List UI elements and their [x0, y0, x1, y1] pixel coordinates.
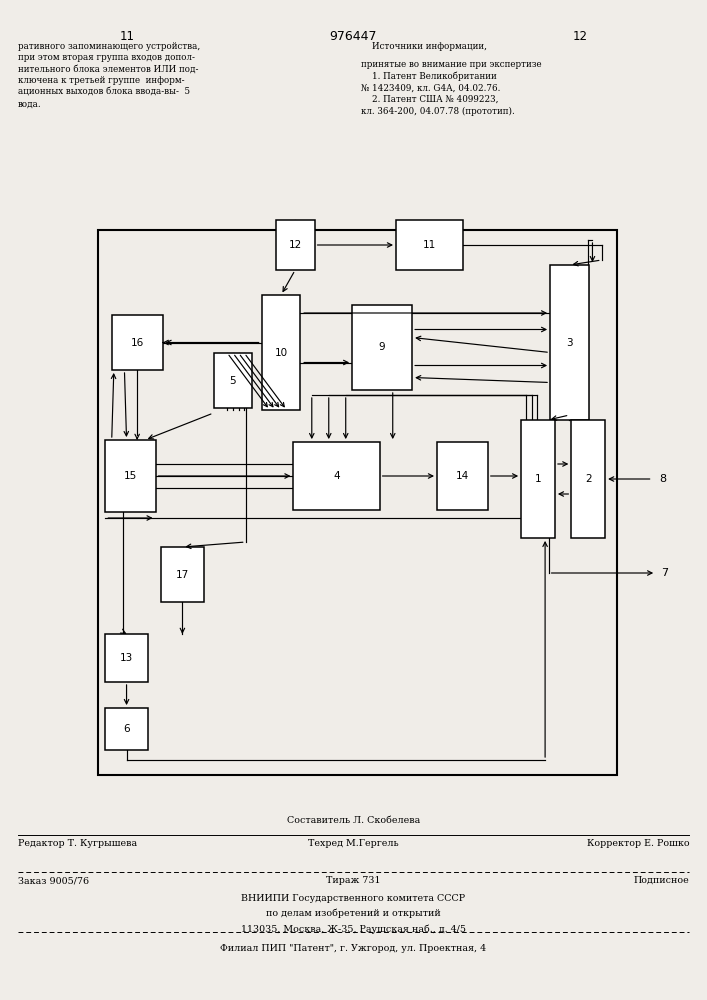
Bar [262, 295, 300, 410]
Text: 13: 13 [120, 653, 133, 663]
Bar [98, 230, 617, 775]
Bar [571, 420, 605, 538]
Text: 14: 14 [456, 471, 469, 481]
Text: 11: 11 [423, 240, 436, 250]
Text: 8: 8 [660, 474, 667, 484]
Text: 12: 12 [288, 240, 302, 250]
Bar [396, 220, 463, 270]
Text: 3: 3 [566, 338, 573, 348]
Text: Подписное: Подписное [633, 876, 689, 885]
Text: Источники информации,: Источники информации, [361, 42, 486, 51]
Text: Тираж 731: Тираж 731 [326, 876, 381, 885]
Text: 16: 16 [131, 338, 144, 348]
Text: 15: 15 [124, 471, 136, 481]
Text: принятые во внимание при экспертизе
    1. Патент Великобритании
№ 1423409, кл. : принятые во внимание при экспертизе 1. П… [361, 60, 541, 116]
Text: 7: 7 [661, 568, 668, 578]
Bar [105, 708, 148, 750]
Bar [521, 420, 555, 538]
Text: Филиал ПИП "Патент", г. Ужгород, ул. Проектная, 4: Филиал ПИП "Патент", г. Ужгород, ул. Про… [221, 944, 486, 953]
Text: 113035, Москва, Ж-35, Раушская наб., д. 4/5: 113035, Москва, Ж-35, Раушская наб., д. … [241, 924, 466, 934]
Bar [437, 442, 488, 510]
Text: 2: 2 [585, 474, 592, 484]
Text: 9: 9 [379, 342, 385, 353]
Text: 1: 1 [534, 474, 542, 484]
Bar [214, 353, 252, 408]
Text: Составитель Л. Скобелева: Составитель Л. Скобелева [287, 816, 420, 825]
Text: 4: 4 [333, 471, 340, 481]
Bar [550, 265, 589, 420]
Text: Техред М.Гергель: Техред М.Гергель [308, 839, 399, 848]
Bar [352, 305, 412, 390]
Text: по делам изобретений и открытий: по делам изобретений и открытий [266, 909, 441, 918]
Text: Корректор Е. Рошко: Корректор Е. Рошко [587, 839, 689, 848]
Text: Заказ 9005/76: Заказ 9005/76 [18, 876, 89, 885]
Bar [161, 547, 204, 602]
Text: Редактор Т. Кугрышева: Редактор Т. Кугрышева [18, 839, 136, 848]
Text: ВНИИПИ Государственного комитета СССР: ВНИИПИ Государственного комитета СССР [241, 894, 466, 903]
Bar [105, 634, 148, 682]
Bar [105, 440, 156, 512]
Text: ративного запоминающего устройства,
при этом вторая группа входов допол-
нительн: ративного запоминающего устройства, при … [18, 42, 200, 108]
Bar [112, 315, 163, 370]
Bar [276, 220, 315, 270]
Text: 6: 6 [123, 724, 130, 734]
Text: 10: 10 [274, 348, 288, 358]
Text: 12: 12 [572, 30, 588, 43]
Text: 976447: 976447 [329, 30, 378, 43]
Bar [293, 442, 380, 510]
Text: 5: 5 [230, 376, 236, 386]
Text: 17: 17 [176, 569, 189, 579]
Text: 11: 11 [119, 30, 135, 43]
